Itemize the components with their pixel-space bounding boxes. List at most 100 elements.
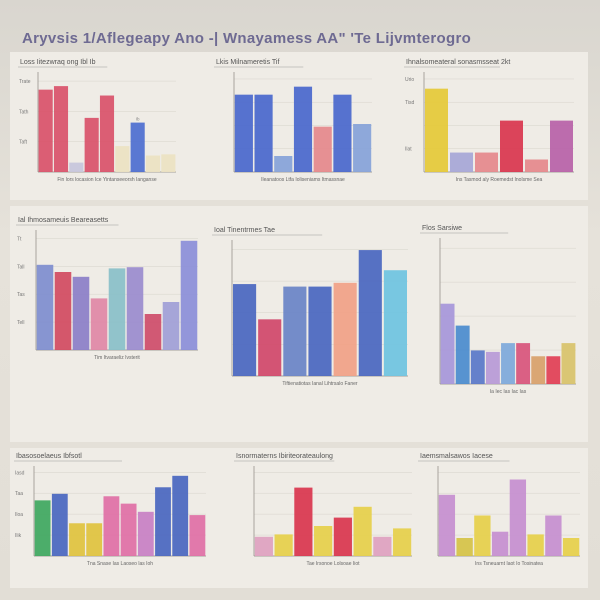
chart-1-bar-A8 bbox=[145, 155, 161, 172]
chart-6-bar-F4 bbox=[485, 351, 500, 384]
chart-4-bar-D3 bbox=[72, 276, 90, 350]
chart-9-bar-I5 bbox=[509, 479, 527, 556]
chart-7-title: Ibasosoelaeus Ibfsotl bbox=[16, 453, 82, 460]
chart-4-xlabel: Tim Itvaraeliz Ivsterit bbox=[94, 355, 140, 361]
chart-3-bar-C4 bbox=[500, 120, 523, 172]
chart-9-bar-I2 bbox=[456, 538, 473, 556]
chart-1-data-label: Ib bbox=[136, 117, 140, 122]
chart-6-bar-F7 bbox=[531, 356, 546, 384]
chart-5-bar-E5 bbox=[333, 282, 357, 376]
chart-9-bar-I7 bbox=[545, 515, 562, 556]
chart-2-bar-B1 bbox=[234, 94, 253, 172]
chart-8-bar-H2 bbox=[274, 534, 293, 556]
chart-3-ytick: Tisd bbox=[405, 100, 414, 106]
chart-3-bar-C6 bbox=[550, 120, 573, 172]
chart-4-bar-D5 bbox=[108, 268, 126, 350]
chart-9-bar-I3 bbox=[474, 515, 491, 556]
chart-1-bar-A4 bbox=[84, 117, 99, 172]
chart-4-title: Ial Ihmosameuis Beareasetts bbox=[18, 217, 109, 224]
chart-1-ytick: Trate bbox=[19, 79, 31, 85]
chart-5-bar-E3 bbox=[283, 286, 307, 376]
chart-2-bar-B6 bbox=[333, 94, 352, 172]
chart-3-ytick: Urio bbox=[405, 77, 414, 83]
chart-4-bar-D4 bbox=[90, 298, 108, 350]
chart-1-ytick: Tath bbox=[19, 109, 29, 115]
chart-1-title: Loss Iitezwraq ong Ibl Ib bbox=[20, 59, 96, 66]
chart-6-bar-F1 bbox=[440, 303, 455, 384]
chart-3-bar-C5 bbox=[525, 159, 548, 172]
chart-1-bar-A3 bbox=[69, 162, 84, 172]
chart-9-bar-I8 bbox=[562, 538, 580, 556]
chart-5-title: Ioal Tinentrmes Tae bbox=[214, 227, 275, 234]
chart-1-xlabel: Fin lors locasion Ice Yintanseeorsh Iang… bbox=[57, 177, 156, 183]
chart-5-xlabel: Tiftienatiotas Ianal Lihtrsalo Faner bbox=[282, 381, 357, 387]
chart-3-bar-C2 bbox=[450, 152, 473, 172]
chart-1-bar-A5 bbox=[99, 95, 115, 172]
chart-3-ytick: Ilat bbox=[405, 147, 412, 153]
chart-2-bar-B7 bbox=[353, 124, 372, 172]
page-title: Aryvsis 1/Aflegeapy Ano -| Wnayamess AA"… bbox=[22, 30, 472, 47]
chart-7-ytick: Taa bbox=[15, 491, 23, 497]
chart-7-ytick: Ilik bbox=[15, 533, 22, 539]
chart-4-bar-D6 bbox=[126, 267, 144, 350]
chart-6-bar-F2 bbox=[455, 325, 470, 384]
chart-7-bar-G3 bbox=[69, 523, 85, 556]
chart-9-bar-I1 bbox=[438, 494, 456, 556]
chart-2-bar-B2 bbox=[254, 94, 273, 172]
chart-2-xlabel: Ileanatoos Ltfa Ioliseniams Itmassnae bbox=[261, 177, 345, 183]
chart-6-bar-F6 bbox=[516, 343, 531, 384]
chart-4-ytick: Tt bbox=[17, 236, 22, 242]
chart-4-ytick: Tell bbox=[17, 320, 25, 326]
chart-6-bar-F8 bbox=[546, 356, 561, 384]
chart-8-bar-H8 bbox=[393, 528, 412, 556]
chart-6-xlabel: Ia Iec Ias Iac Ias bbox=[490, 389, 527, 395]
chart-4-bar-D8 bbox=[162, 302, 180, 350]
chart-2-title: Lkis Milnameretis Tif bbox=[216, 59, 279, 66]
chart-7-bar-G9 bbox=[172, 475, 189, 556]
chart-7-xlabel: Tna Snase Ias Laoseo las Ioh bbox=[87, 561, 153, 567]
chart-3-bar-C1 bbox=[425, 88, 448, 172]
chart-3-xlabel: Ins Tasmod aly Roemedst Inolsme Sea bbox=[456, 177, 543, 183]
chart-1-bar-A9 bbox=[161, 154, 176, 172]
chart-7-bar-G5 bbox=[103, 496, 120, 556]
chart-8-bar-H5 bbox=[333, 517, 352, 556]
chart-8-bar-H4 bbox=[314, 526, 333, 556]
chart-4-bar-D7 bbox=[144, 314, 162, 350]
chart-5-bar-E6 bbox=[358, 250, 382, 376]
chart-5-bar-E4 bbox=[308, 286, 332, 376]
chart-6-bar-F3 bbox=[470, 350, 485, 384]
chart-8-bar-H3 bbox=[294, 487, 313, 556]
chart-7-bar-G2 bbox=[51, 493, 68, 556]
chart-9-xlabel: Ins Tsneuarnt Iaot Io Tosinatea bbox=[475, 561, 543, 567]
chart-4-ytick: Tall bbox=[17, 264, 25, 270]
chart-7-ytick: Iasd bbox=[15, 470, 25, 476]
chart-8-xlabel: Tae Irsonoe Lolsoae Iiot bbox=[306, 561, 360, 567]
chart-4-bar-D2 bbox=[54, 272, 72, 350]
chart-8-bar-H6 bbox=[353, 506, 372, 556]
chart-5-bar-E2 bbox=[258, 319, 282, 376]
chart-6-title: Flos Sarsiwe bbox=[422, 225, 462, 232]
chart-3-bar-C3 bbox=[475, 152, 498, 172]
chart-7-bar-G1 bbox=[34, 500, 51, 556]
chart-7-bar-G8 bbox=[155, 487, 171, 556]
chart-7-ytick: Iloa bbox=[15, 512, 23, 518]
chart-7-bar-G7 bbox=[137, 511, 154, 556]
chart-2-bar-B5 bbox=[313, 126, 332, 172]
chart-1-bar-A1 bbox=[38, 89, 53, 172]
chart-1-bar-A6 bbox=[115, 146, 130, 172]
chart-7-bar-G6 bbox=[120, 503, 137, 556]
chart-3-title: Ihnalsomeateral sonasmsseat 2kt bbox=[406, 59, 510, 66]
chart-8-bar-H1 bbox=[254, 536, 273, 556]
chart-6-bar-F5 bbox=[501, 343, 515, 384]
chart-1-bar-A7 bbox=[130, 122, 145, 172]
chart-2-bar-B3 bbox=[274, 156, 293, 172]
chart-8-title: Isnormaterns Ibiriteorateaulong bbox=[236, 453, 333, 460]
chart-9-bar-I6 bbox=[527, 534, 544, 556]
chart-4-bar-D9 bbox=[180, 240, 198, 350]
chart-2-bar-B4 bbox=[293, 86, 313, 172]
chart-1-bar-A2 bbox=[53, 86, 69, 172]
chart-8-bar-H7 bbox=[373, 536, 392, 556]
chart-1-ytick: Taft bbox=[19, 140, 28, 146]
